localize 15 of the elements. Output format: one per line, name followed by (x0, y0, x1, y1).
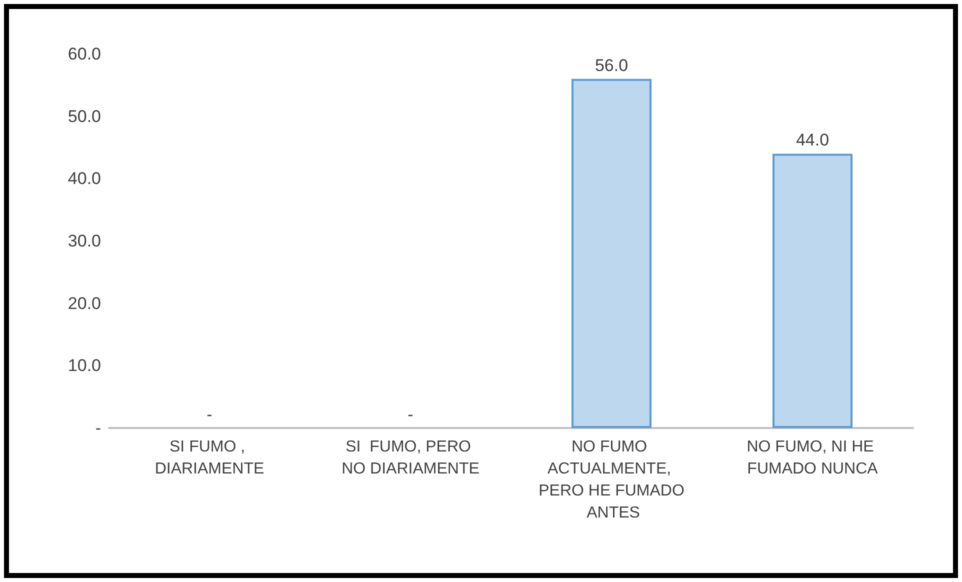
data-label: - (206, 405, 212, 424)
y-tick-label: 60.0 (68, 44, 101, 64)
x-tick-label: SI FUMO, PERO NO DIARIAMENTE (342, 438, 480, 478)
x-tick-label: NO FUMO, NI HE FUMADO NUNCA (746, 438, 878, 478)
y-tick-label: 40.0 (68, 169, 101, 188)
data-label: 44.0 (796, 130, 830, 150)
x-tick-label: NO FUMO ACTUALMENTE, PERO HE FUMADO ANTES (538, 438, 684, 522)
y-tick-label: 50.0 (68, 106, 101, 126)
y-tick-label: 30.0 (68, 232, 101, 250)
data-label: - (408, 405, 414, 424)
data-label: 56.0 (594, 56, 628, 75)
y-tick-label: - (95, 418, 101, 438)
x-tick-label: SI FUMO , DIARIAMENTE (154, 438, 264, 478)
y-tick-label: 20.0 (68, 294, 101, 313)
y-tick-label: 10.0 (68, 356, 101, 376)
